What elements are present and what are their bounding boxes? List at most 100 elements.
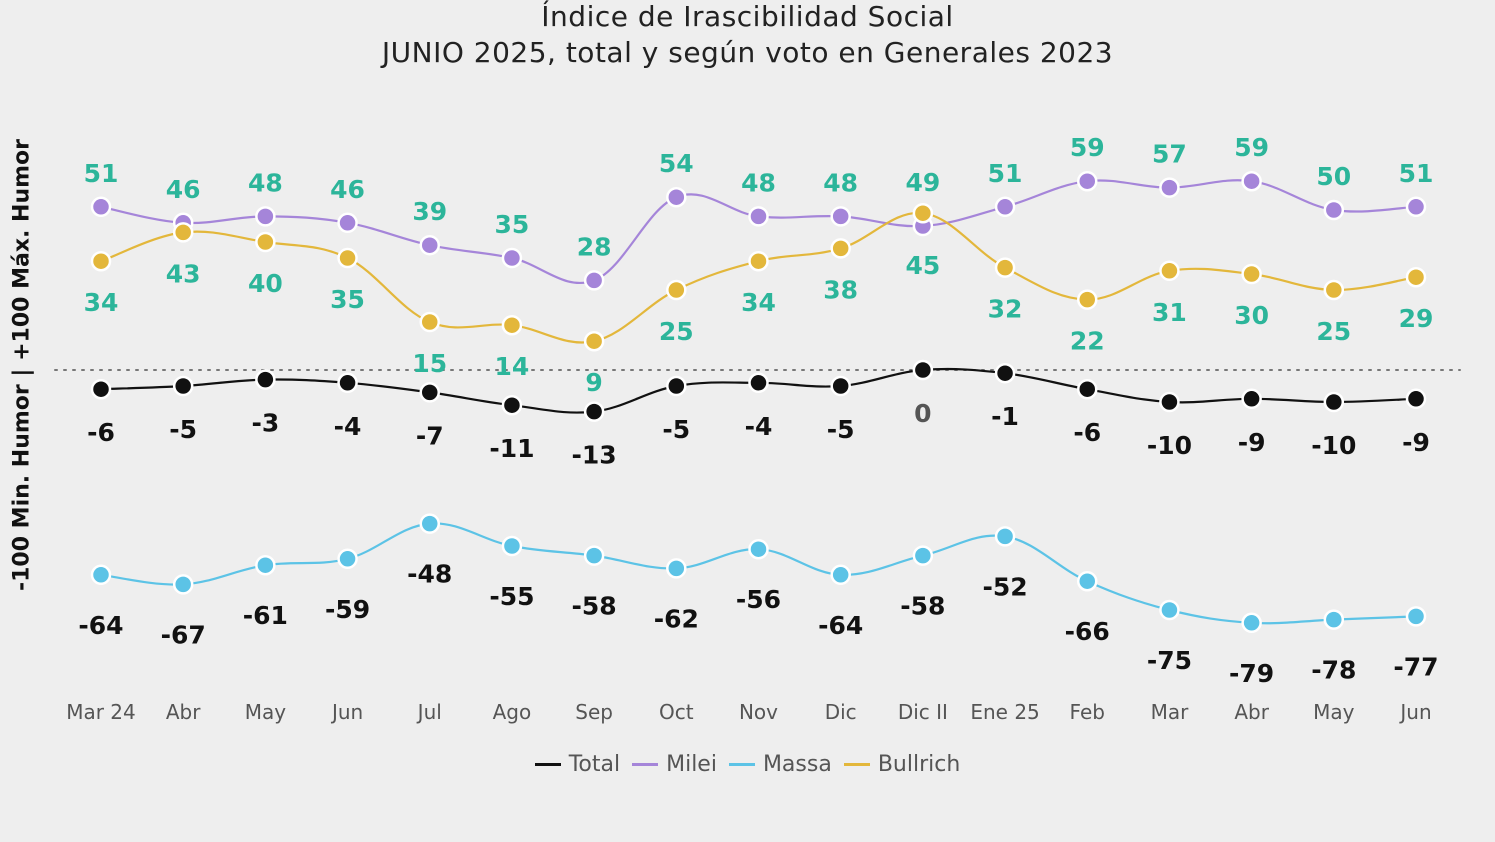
data-label-milei: 48 [248, 168, 283, 197]
data-point-total [830, 375, 851, 397]
data-point-milei [1323, 199, 1345, 221]
data-point-bullrich [337, 247, 358, 269]
data-point-total [1159, 391, 1180, 413]
data-point-massa [830, 564, 851, 586]
data-point-massa [172, 574, 194, 595]
data-point-milei [255, 206, 276, 227]
data-point-massa [1077, 570, 1098, 592]
legend-swatch [843, 763, 870, 766]
data-point-massa [419, 513, 440, 534]
data-label-total: -6 [87, 418, 115, 447]
data-label-bullrich: 29 [1399, 304, 1434, 333]
data-point-massa [1241, 612, 1262, 634]
data-label-total: -5 [662, 415, 690, 444]
x-tick-label: Ago [493, 700, 532, 724]
data-point-milei [1077, 170, 1098, 192]
data-point-bullrich [912, 202, 934, 224]
chart-title: Índice de Irascibilidad Social [541, 0, 954, 33]
x-tick-label: Jun [330, 700, 363, 724]
data-label-milei: 35 [495, 210, 530, 239]
legend-swatch [534, 763, 561, 766]
data-point-bullrich [830, 238, 851, 259]
data-label-massa: -64 [78, 611, 123, 640]
data-label-massa: -78 [1311, 656, 1356, 685]
data-point-massa [501, 535, 523, 557]
legend-item-massa: Massa [728, 752, 832, 777]
data-point-total [748, 372, 769, 394]
data-label-total: -4 [334, 412, 362, 441]
data-point-milei [90, 196, 112, 218]
data-point-bullrich [1323, 279, 1345, 301]
data-label-massa: -77 [1393, 652, 1438, 681]
data-point-milei [748, 206, 769, 227]
data-label-bullrich: 38 [823, 275, 858, 304]
data-label-bullrich: 25 [659, 317, 694, 346]
data-point-bullrich [583, 330, 605, 352]
data-point-milei [501, 247, 523, 269]
data-point-milei [1241, 170, 1262, 192]
data-point-massa [748, 538, 769, 560]
data-point-total [90, 378, 112, 400]
data-label-total: 0 [914, 399, 931, 428]
data-point-total [583, 401, 605, 422]
x-tick-label: Dic II [898, 700, 948, 724]
data-point-massa [583, 545, 605, 566]
data-label-bullrich: 22 [1070, 327, 1105, 356]
data-label-massa: -67 [161, 620, 206, 649]
x-tick-label: Ene 25 [970, 700, 1039, 724]
data-label-milei: 48 [823, 168, 858, 197]
data-label-total: -4 [745, 412, 773, 441]
data-label-bullrich: 32 [988, 295, 1023, 324]
data-point-total [912, 359, 934, 381]
data-label-bullrich: 40 [248, 269, 283, 298]
data-label-milei: 57 [1152, 140, 1187, 169]
data-point-bullrich [90, 250, 112, 272]
legend-label: Milei [666, 752, 717, 777]
data-label-bullrich: 15 [412, 349, 447, 378]
data-label-total: -3 [251, 409, 279, 438]
data-label-milei: 59 [1234, 133, 1269, 162]
data-label-bullrich: 14 [495, 352, 530, 381]
data-point-total [255, 369, 276, 390]
data-label-bullrich: 35 [330, 285, 365, 314]
data-label-massa: -62 [654, 604, 699, 633]
data-label-total: -9 [1238, 428, 1266, 457]
data-label-massa: -75 [1147, 646, 1192, 675]
data-label-bullrich: 43 [166, 259, 201, 288]
data-label-milei: 28 [577, 232, 612, 261]
data-label-massa: -58 [900, 592, 945, 621]
data-label-milei: 45 [905, 251, 940, 280]
x-tick-label: Sep [575, 700, 613, 724]
data-label-bullrich: 34 [84, 288, 119, 317]
data-point-milei [830, 206, 851, 227]
data-label-total: -10 [1147, 431, 1192, 460]
x-tick-label: Feb [1070, 700, 1105, 724]
data-point-massa [1323, 609, 1345, 630]
data-label-massa: -66 [1065, 617, 1110, 646]
data-label-milei: 46 [330, 175, 365, 204]
data-point-milei [994, 196, 1016, 218]
data-point-total [1323, 391, 1345, 413]
legend-swatch [632, 763, 659, 766]
data-label-total: -13 [572, 441, 617, 470]
data-point-massa [994, 526, 1016, 547]
x-tick-label: Dic [825, 700, 857, 724]
data-point-massa [666, 558, 687, 579]
legend-label: Massa [762, 752, 832, 777]
data-label-massa: -48 [407, 560, 452, 589]
data-point-total [1241, 388, 1262, 410]
data-point-bullrich [419, 311, 440, 333]
data-point-bullrich [666, 279, 687, 301]
data-point-massa [912, 545, 934, 566]
data-label-milei: 51 [84, 159, 119, 188]
x-tick-label: Mar [1151, 700, 1190, 724]
x-tick-label: Abr [1234, 700, 1269, 724]
data-point-total [994, 362, 1016, 384]
data-label-milei: 51 [1399, 159, 1434, 188]
data-label-massa: -55 [489, 582, 534, 611]
legend-item-bullrich: Bullrich [843, 752, 960, 777]
data-label-massa: -79 [1229, 659, 1274, 688]
data-point-bullrich [172, 222, 194, 243]
data-point-total [419, 382, 440, 403]
data-point-massa [337, 548, 358, 570]
